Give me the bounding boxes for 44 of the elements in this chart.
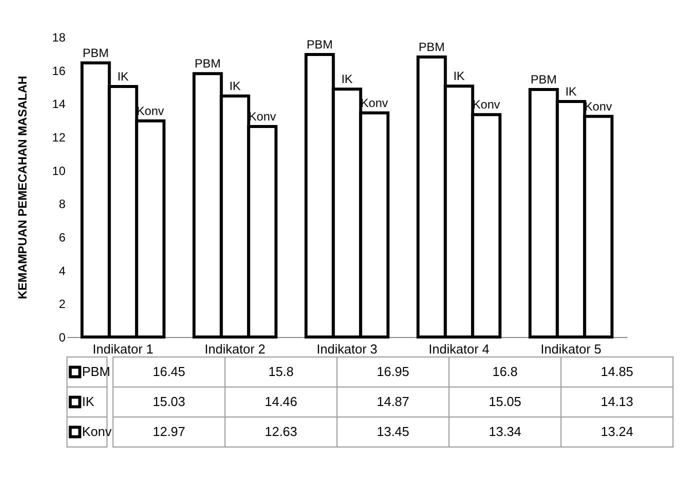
data-label: 16.8 — [492, 364, 518, 379]
data-label: 15.05 — [488, 394, 522, 409]
data-label: 14.13 — [600, 394, 634, 409]
y-tick-label: 8 — [58, 197, 66, 212]
y-tick-label: 14 — [52, 97, 66, 112]
text: IK — [565, 84, 577, 98]
data-label: 13.24 — [600, 424, 634, 439]
data-label: 12.63 — [264, 424, 298, 439]
legend-label: PBM — [82, 364, 110, 379]
y-tick-label: 12 — [52, 130, 66, 144]
data-label: 16.45 — [152, 364, 186, 379]
x-tick-label: Indikator 4 — [428, 342, 490, 356]
x-tick-label: Indikator 2 — [204, 342, 266, 356]
x-tick-label: Indikator 3 — [316, 342, 378, 356]
data-label: 14.87 — [376, 394, 410, 409]
text: IK — [229, 79, 241, 93]
data-label: 13.34 — [488, 424, 522, 439]
y-axis-title: KEMAMPUAN PEMECAHAN MASALAH — [16, 76, 30, 300]
text: IK — [117, 70, 129, 84]
text: PBM — [530, 72, 557, 86]
data-label: 15.03 — [152, 394, 186, 409]
x-tick-label: Indikator 1 — [92, 342, 154, 356]
legend-label: IK — [82, 394, 95, 409]
data-label: 13.45 — [376, 424, 410, 439]
y-tick-label: 18 — [52, 30, 66, 44]
data-label: 16.95 — [376, 364, 410, 379]
y-tick-label: 6 — [58, 230, 66, 244]
data-label: 12.97 — [152, 424, 186, 439]
y-tick-label: 0 — [58, 330, 66, 344]
legend-label: Konv — [82, 424, 112, 439]
y-tick-label: 4 — [58, 264, 66, 278]
data-label: 14.85 — [600, 364, 634, 379]
text: PBM — [194, 56, 221, 71]
text: PBM — [418, 40, 445, 54]
y-tick-label: 10 — [52, 164, 66, 178]
x-tick-label: Indikator 5 — [540, 342, 602, 356]
text: IK — [341, 72, 353, 86]
y-tick-label: 2 — [58, 297, 66, 312]
text: PBM — [306, 38, 333, 52]
text: IK — [453, 69, 465, 84]
y-tick-label: 16 — [52, 64, 66, 78]
text: PBM — [82, 46, 109, 60]
data-label: 14.46 — [264, 394, 298, 409]
data-label: 15.8 — [268, 364, 294, 379]
